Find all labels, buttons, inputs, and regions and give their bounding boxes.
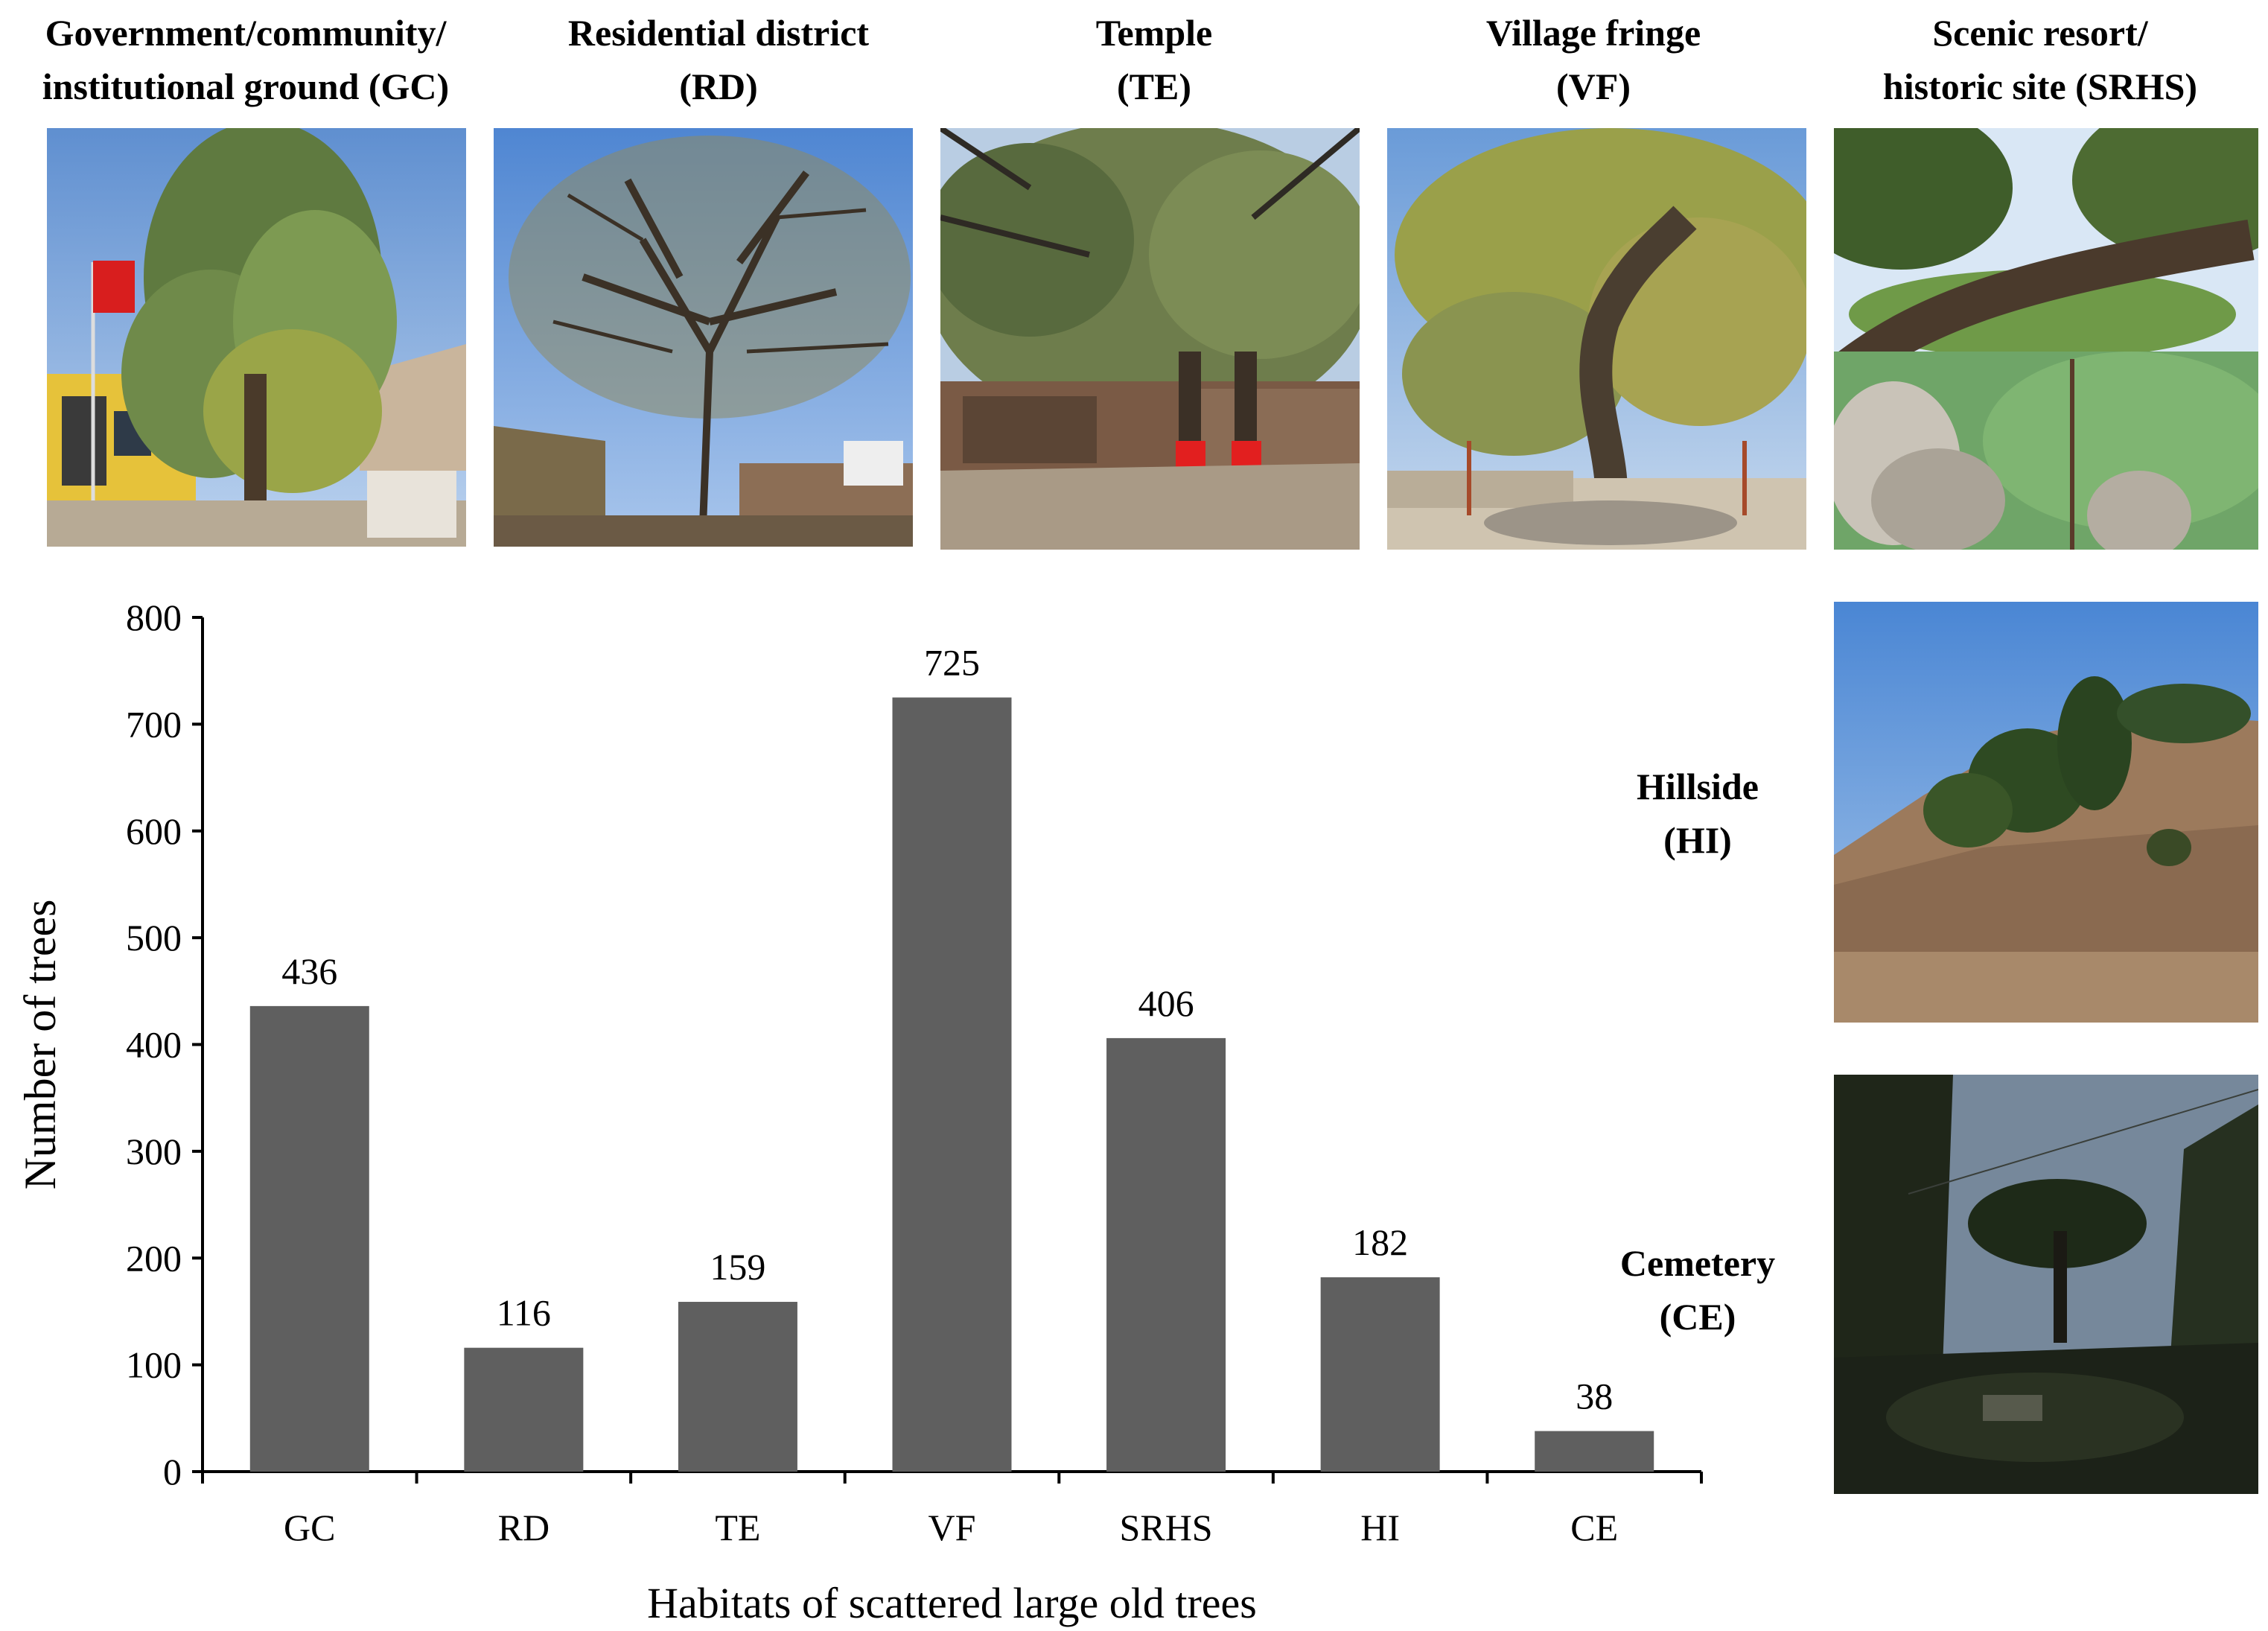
data-label-srhs: 406 — [1138, 982, 1194, 1024]
x-axis-title: Habitats of scattered large old trees — [647, 1579, 1257, 1627]
bar-hi — [1320, 1277, 1440, 1472]
y-tick-label: 300 — [126, 1131, 182, 1172]
caption-gc: Government/community/ institutional grou… — [7, 6, 484, 113]
x-tick-label-vf: VF — [928, 1507, 976, 1548]
caption-ce-line2: (CE) — [1659, 1296, 1736, 1338]
photo-gc — [47, 128, 466, 547]
photo-hi — [1834, 602, 2258, 1023]
y-tick-label: 400 — [126, 1024, 182, 1066]
caption-vf-line2: (VF) — [1556, 66, 1631, 107]
photo-te — [940, 128, 1360, 550]
caption-rd: Residential district (RD) — [495, 6, 942, 113]
y-axis-title: Number of trees — [16, 900, 65, 1190]
caption-hi-line2: (HI) — [1663, 819, 1732, 861]
data-label-ce: 38 — [1576, 1376, 1613, 1417]
bar-vf — [892, 697, 1012, 1472]
caption-srhs-line2: historic site (SRHS) — [1882, 66, 2198, 107]
caption-vf: Village fringe (VF) — [1381, 6, 1806, 113]
x-tick-label-gc: GC — [284, 1507, 335, 1548]
caption-hi: Hillside (HI) — [1586, 760, 1809, 867]
caption-rd-line2: (RD) — [679, 66, 758, 107]
bar-ce — [1535, 1431, 1654, 1472]
caption-srhs-line1: Scenic resort/ — [1932, 12, 2148, 54]
caption-ce: Cemetery (CE) — [1586, 1236, 1809, 1344]
y-tick-label: 0 — [163, 1451, 182, 1492]
data-label-rd: 116 — [497, 1292, 551, 1334]
data-label-gc: 436 — [281, 950, 337, 992]
bar-te — [678, 1302, 797, 1472]
y-tick-label: 500 — [126, 917, 182, 958]
caption-rd-line1: Residential district — [567, 12, 870, 54]
y-tick-label: 700 — [126, 703, 182, 745]
caption-gc-line1: Government/community/ — [45, 12, 447, 54]
data-label-vf: 725 — [924, 642, 980, 684]
y-tick-label: 100 — [126, 1344, 182, 1386]
data-label-hi: 182 — [1352, 1221, 1408, 1263]
photo-vf — [1387, 128, 1806, 550]
caption-gc-line2: institutional ground (GC) — [42, 66, 450, 107]
caption-hi-line1: Hillside — [1637, 766, 1759, 807]
x-tick-label-ce: CE — [1570, 1507, 1618, 1548]
photo-rd — [494, 128, 913, 547]
photo-ce — [1834, 1075, 2258, 1494]
caption-ce-line1: Cemetery — [1619, 1242, 1776, 1284]
bar-srhs — [1106, 1037, 1226, 1472]
caption-srhs: Scenic resort/ historic site (SRHS) — [1821, 6, 2260, 113]
x-tick-label-rd: RD — [498, 1507, 550, 1548]
y-tick-label: 600 — [126, 810, 182, 852]
y-tick-label: 200 — [126, 1237, 182, 1279]
bar-chart: 0 100 200 300 400 500 600 700 800 436 GC 116 RD 159 TE… — [16, 597, 1703, 1627]
caption-te: Temple (TE) — [942, 6, 1366, 113]
bar-gc — [249, 1005, 369, 1472]
x-tick-label-te: TE — [715, 1507, 760, 1548]
bar-rd — [464, 1347, 584, 1472]
photo-srhs — [1834, 128, 2258, 550]
caption-te-line2: (TE) — [1117, 66, 1191, 107]
data-label-te: 159 — [710, 1246, 765, 1288]
x-tick-label-hi: HI — [1360, 1507, 1400, 1548]
caption-vf-line1: Village fringe — [1485, 12, 1701, 54]
x-tick-label-srhs: SRHS — [1120, 1507, 1213, 1548]
y-tick-label: 800 — [126, 597, 182, 638]
caption-te-line1: Temple — [1095, 12, 1213, 54]
